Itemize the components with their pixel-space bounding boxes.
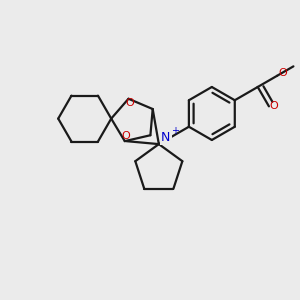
Text: +: + bbox=[171, 126, 179, 136]
Text: O: O bbox=[278, 68, 287, 78]
Text: O: O bbox=[125, 98, 134, 109]
Text: O: O bbox=[122, 131, 130, 141]
Text: O: O bbox=[269, 101, 278, 111]
Text: N: N bbox=[161, 130, 171, 143]
